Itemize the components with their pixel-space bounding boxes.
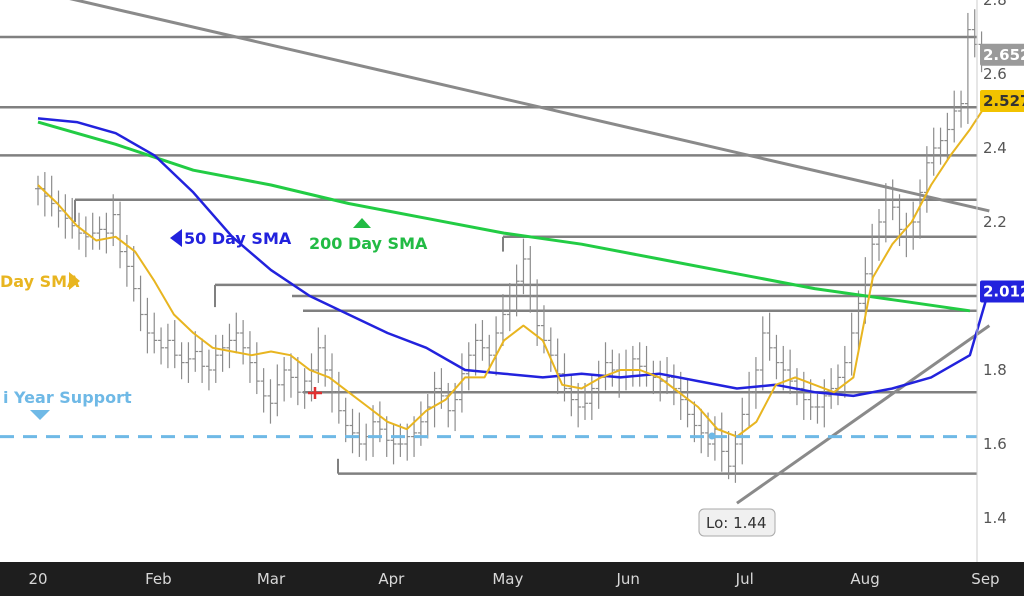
trendline [69,0,990,213]
x-axis-ticks: 20 Feb Mar Apr May Jun Jul Aug Sep [28,570,999,588]
y-tick-label: 2.8 [983,0,1007,9]
low-label: Lo: 1.44 [706,514,767,532]
price-tag-label: 2.652 [983,46,1024,64]
sma-line [37,117,991,398]
price-tags: 2.652 2.527 2.012 [980,43,1024,303]
left-triangle-icon [170,229,182,247]
up-triangle-icon [353,218,371,228]
sma-short-annotation: Day SMA [0,272,80,291]
trendlines [69,0,991,505]
x-tick-label: Aug [850,570,879,588]
y-axis-ticks: 2.82.62.42.22.01.81.61.4 [983,0,1007,527]
sma-line [37,120,971,313]
x-axis-band [0,562,1024,596]
x-tick-label: Apr [378,570,405,588]
x-tick-label: Jun [615,570,639,588]
sma-short-label: Day SMA [0,272,80,291]
x-tick-label: Sep [971,570,999,588]
price-tag [980,90,1024,113]
y-tick-label: 1.6 [983,435,1007,453]
low-callout-box [698,508,776,537]
x-tick-label: Feb [145,570,172,588]
marker-annotation [308,387,716,440]
y-tick-label: 2.4 [983,139,1007,157]
sma50-annotation: 50 Day SMA [170,229,292,248]
price-tag-label: 2.527 [983,92,1024,110]
sma200-label: 200 Day SMA [309,234,428,253]
sma50-label: 50 Day SMA [184,229,292,248]
horizontal-levels [0,35,977,475]
right-triangle-icon [69,272,80,290]
y-tick-label: 1.4 [983,509,1007,527]
trendline [736,324,991,505]
y-tick-label: 1.8 [983,361,1007,379]
price-tag [980,43,1024,66]
sma-line [37,99,991,438]
y-tick-label: 2.6 [983,65,1007,83]
sma200-annotation: 200 Day SMA [309,218,428,253]
support-annotation: i Year Support [3,388,132,420]
x-tick-label: 20 [28,570,47,588]
support-label: i Year Support [3,388,132,407]
x-tick-label: May [492,570,523,588]
price-bars [35,9,985,483]
low-callout: Lo: 1.44 [698,508,776,537]
x-tick-label: Jul [735,570,754,588]
sma-series [37,99,991,438]
x-tick-label: Mar [257,570,286,588]
support-touch-dot [708,432,716,440]
down-triangle-icon [30,410,50,420]
price-tag [980,280,1024,303]
y-tick-label: 2.2 [983,213,1007,231]
price-tag-label: 2.012 [983,283,1024,301]
